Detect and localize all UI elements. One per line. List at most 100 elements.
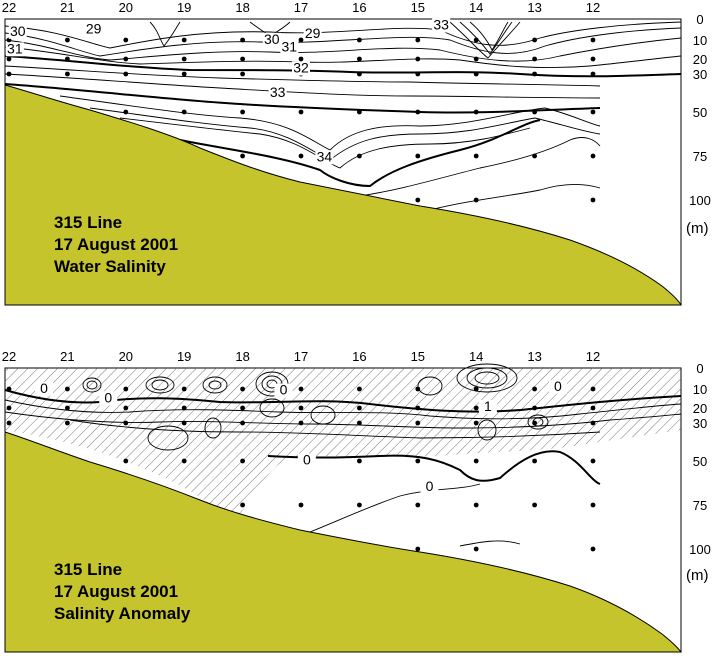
sample-point [473, 71, 479, 77]
station-tick-label: 13 [527, 0, 541, 15]
sample-point [357, 502, 362, 508]
panel-2-title-line-1: 315 Line [54, 560, 122, 579]
contour-label-bg [35, 381, 54, 396]
sample-point [123, 109, 129, 115]
panel-2-seafloor [4, 431, 683, 653]
contour-label-bg [262, 32, 281, 47]
station-tick-label: 16 [352, 0, 366, 15]
sample-point [590, 546, 596, 552]
sample-point [415, 71, 421, 77]
sample-point [123, 458, 129, 464]
station-tick-label: 18 [235, 0, 249, 15]
sample-point [532, 458, 537, 464]
sample-point [65, 386, 70, 392]
sample-point [473, 153, 479, 159]
sample-point [590, 458, 596, 464]
station-tick-label: 19 [177, 349, 191, 364]
sample-point [357, 37, 362, 43]
contour-label-bg [268, 85, 287, 100]
contour-label: 33 [433, 17, 449, 33]
depth-tick-label: 75 [693, 149, 707, 164]
contour-label-bg [292, 61, 310, 76]
station-tick-label: 19 [177, 0, 191, 15]
contour-label: 31 [282, 38, 298, 54]
sample-point [532, 109, 537, 115]
contour-label: 33 [270, 84, 286, 100]
sample-point [123, 37, 129, 43]
sample-point [473, 502, 479, 508]
station-tick-label: 20 [119, 0, 133, 15]
contour-label: 0 [426, 478, 434, 494]
sample-point [590, 109, 596, 115]
panel-2-unit-label: (m) [686, 567, 709, 584]
sample-point [123, 386, 129, 392]
sample-point [473, 420, 479, 426]
sample-point [65, 37, 70, 43]
sample-point [357, 71, 362, 77]
sample-point [590, 71, 596, 77]
sample-point [473, 37, 479, 43]
sample-point [532, 386, 537, 392]
panel-1-seafloor [4, 84, 682, 306]
sample-point [532, 153, 537, 159]
panel-1-title-line-3: Water Salinity [54, 257, 166, 276]
sample-point [181, 420, 187, 426]
sample-point [240, 56, 246, 62]
sample-point [473, 109, 479, 115]
panel-2-title-line-2: 17 August 2001 [54, 582, 178, 601]
contour-label: 1 [484, 398, 492, 414]
contour-label-bg [315, 150, 334, 165]
sample-point [357, 458, 362, 464]
contour-label: 30 [10, 23, 26, 39]
contour-label-bg [274, 383, 293, 398]
contour-label: 30 [264, 31, 280, 47]
sample-point [181, 71, 187, 77]
station-tick-label: 22 [2, 349, 16, 364]
sample-point [181, 37, 187, 43]
sample-point [240, 153, 246, 159]
sample-point [6, 386, 12, 392]
contour-label: 0 [104, 389, 112, 405]
panel-2-sample-points [6, 386, 596, 552]
sample-point [65, 71, 70, 77]
depth-tick-label: 10 [693, 382, 707, 397]
contour-label: 34 [317, 148, 333, 164]
contour-label: 29 [305, 25, 321, 41]
depth-tick-label: 30 [693, 67, 707, 82]
sample-point [532, 37, 537, 43]
sample-point [415, 458, 421, 464]
sample-point [415, 37, 421, 43]
depth-tick-label: 100 [689, 542, 711, 557]
panel-2-contour-labels: 0 0 0 0 0 0 1 [35, 378, 567, 494]
sample-point [240, 37, 246, 43]
sample-point [240, 386, 246, 392]
sample-point [532, 502, 537, 508]
sample-point [298, 56, 304, 62]
sample-point [6, 71, 12, 77]
depth-tick-label: 10 [693, 33, 707, 48]
contour-label-bg [420, 479, 439, 494]
sample-point [240, 71, 246, 77]
sample-point [590, 420, 596, 426]
station-tick-label: 14 [469, 0, 483, 15]
contour-label: 32 [293, 60, 309, 76]
sample-point [473, 546, 479, 552]
sample-point [240, 405, 246, 411]
panel-1-title-line-1: 315 Line [54, 213, 122, 232]
contour-label-bg [478, 400, 497, 414]
station-tick-label: 21 [60, 349, 74, 364]
panel-2-hatched-region [5, 368, 681, 522]
sample-point [415, 153, 421, 159]
sample-point [181, 405, 187, 411]
sample-point [415, 109, 421, 115]
sample-point [357, 56, 362, 62]
sample-point [65, 56, 70, 62]
sample-point [181, 56, 187, 62]
contour-label-bg [8, 24, 27, 39]
station-tick-label: 12 [586, 0, 600, 15]
